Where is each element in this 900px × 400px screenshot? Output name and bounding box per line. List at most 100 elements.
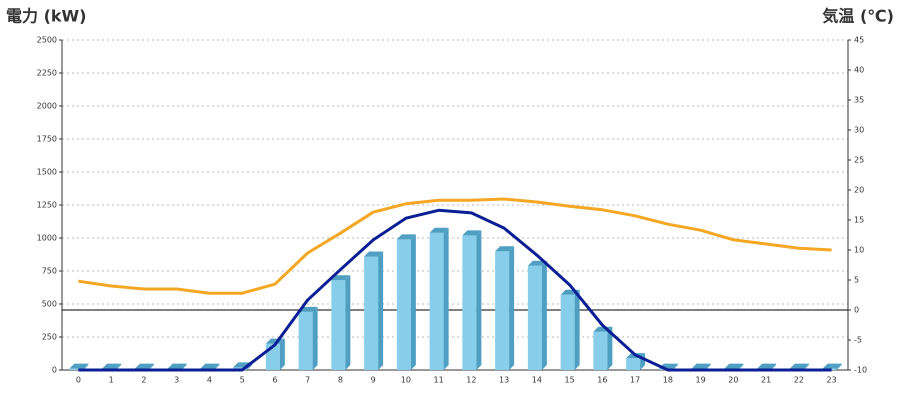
- x-tick-label: 23: [827, 376, 837, 385]
- bar-top: [822, 363, 842, 369]
- x-tick-label: 17: [630, 376, 640, 385]
- bar-side: [214, 363, 220, 370]
- bar-side: [279, 338, 285, 370]
- bar-front: [560, 294, 575, 370]
- y-tick-label: 2500: [37, 36, 57, 45]
- x-tick-label: 14: [532, 376, 542, 385]
- x-tick-label: 5: [240, 376, 245, 385]
- line: [78, 208, 832, 372]
- y2-tick-label: 25: [854, 156, 864, 165]
- x-tick-label: 18: [663, 376, 673, 385]
- bar-side: [181, 363, 187, 370]
- bar-top: [200, 363, 220, 369]
- y2-tick-label: -5: [854, 336, 862, 345]
- y-tick-label: 1000: [37, 234, 57, 243]
- bar-front: [462, 235, 477, 370]
- bar-top: [724, 363, 744, 369]
- x-tick-label: 13: [499, 376, 509, 385]
- bar-side: [672, 363, 678, 370]
- bar-side: [607, 326, 613, 370]
- x-tick-label: 8: [338, 376, 343, 385]
- bar-front: [331, 280, 346, 370]
- bar-side: [345, 275, 351, 370]
- x-tick-label: 6: [272, 376, 277, 385]
- bar-front: [527, 265, 542, 370]
- bar-front: [298, 311, 313, 370]
- x-tick-label: 11: [434, 376, 444, 385]
- bar-top: [396, 234, 416, 240]
- y-tick-label: 1750: [37, 135, 57, 144]
- bar-side: [378, 251, 384, 370]
- y2-tick-label: 30: [854, 126, 864, 135]
- y-tick-label: 750: [42, 267, 57, 276]
- bar-side: [443, 227, 449, 370]
- line: [78, 197, 832, 295]
- x-tick-label: 21: [761, 376, 771, 385]
- y-tick-label: 1500: [37, 168, 57, 177]
- x-tick-label: 0: [76, 376, 81, 385]
- y2-tick-label: 0: [854, 306, 859, 315]
- y-tick-label: 2000: [37, 102, 57, 111]
- y2-tick-label: 20: [854, 186, 864, 195]
- x-tick-label: 22: [794, 376, 804, 385]
- bar-side: [541, 260, 547, 370]
- bar-side: [771, 363, 777, 370]
- bar-top: [495, 246, 515, 252]
- x-tick-label: 2: [141, 376, 146, 385]
- y2-tick-label: 10: [854, 246, 864, 255]
- y2-tick-label: 15: [854, 216, 864, 225]
- bar-top: [331, 275, 351, 281]
- bar-side: [476, 230, 482, 370]
- y-tick-label: 2250: [37, 69, 57, 78]
- x-tick-label: 16: [597, 376, 607, 385]
- bar-side: [803, 363, 809, 370]
- y-tick-label: 250: [42, 333, 57, 342]
- x-tick-label: 7: [305, 376, 310, 385]
- bar-front: [396, 239, 411, 370]
- bar-top: [102, 363, 122, 369]
- bar-side: [574, 289, 580, 370]
- bar-side: [509, 246, 515, 370]
- x-tick-label: 3: [174, 376, 179, 385]
- x-tick-label: 10: [401, 376, 411, 385]
- bar-side: [116, 363, 122, 370]
- bar-top: [134, 363, 154, 369]
- bar-front: [69, 368, 84, 370]
- bar-side: [836, 363, 842, 370]
- bar-side: [83, 363, 89, 370]
- bar-top: [789, 363, 809, 369]
- x-tick-label: 20: [728, 376, 738, 385]
- bar-top: [167, 363, 187, 369]
- bar-front: [364, 256, 379, 370]
- bar-top: [364, 251, 384, 257]
- bar-top: [527, 260, 547, 266]
- y-axis-title: 電力 (kW): [6, 7, 87, 26]
- bar-front: [626, 358, 641, 370]
- y-tick-label: 1250: [37, 201, 57, 210]
- x-tick-label: 15: [565, 376, 575, 385]
- y2-tick-label: -10: [854, 366, 867, 375]
- bar-top: [757, 363, 777, 369]
- bar-top: [69, 363, 89, 369]
- y2-tick-label: 5: [854, 276, 859, 285]
- bar-top: [462, 230, 482, 236]
- bar-top: [691, 363, 711, 369]
- bar-side: [312, 306, 318, 370]
- y2-axis-title: 気温 (℃): [822, 7, 894, 26]
- y2-tick-label: 35: [854, 96, 864, 105]
- bar-top: [429, 227, 449, 233]
- bar-side: [705, 363, 711, 370]
- bar-side: [148, 363, 154, 370]
- x-tick-label: 1: [109, 376, 114, 385]
- y2-tick-label: 40: [854, 66, 864, 75]
- bar-front: [495, 251, 510, 370]
- bar-side: [738, 363, 744, 370]
- x-tick-label: 4: [207, 376, 212, 385]
- x-tick-label: 12: [466, 376, 476, 385]
- y-tick-label: 0: [52, 366, 57, 375]
- x-tick-label: 19: [696, 376, 706, 385]
- bar-front: [429, 232, 444, 370]
- bar-side: [410, 234, 416, 370]
- bar-front: [593, 331, 608, 370]
